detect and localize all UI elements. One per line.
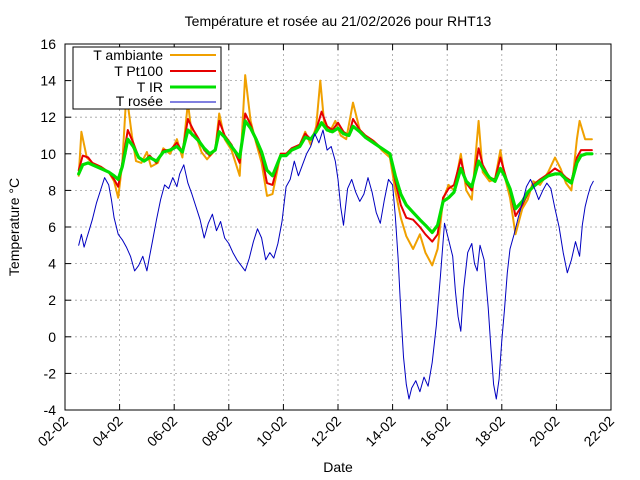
y-tick-label: 8 xyxy=(48,182,56,198)
legend-box xyxy=(72,46,222,110)
y-tick-label: -4 xyxy=(44,402,57,418)
series-line-t-ir xyxy=(77,119,594,235)
legend-label-t-pt100: T Pt100 xyxy=(114,63,163,79)
y-tick-label: 16 xyxy=(40,36,56,52)
legend-label-t-rosee: T rosée xyxy=(116,93,163,109)
y-tick-label: 14 xyxy=(40,73,56,89)
legend-label-t-ir: T IR xyxy=(137,79,163,95)
y-tick-label: 10 xyxy=(40,146,56,162)
legend-label-t-ambiante: T ambiante xyxy=(93,47,163,63)
tick-marks xyxy=(64,43,612,411)
x-axis-label: Date xyxy=(323,459,353,475)
series-line-t-rosee xyxy=(78,129,594,400)
legend: T ambiante T Pt100 T IR T rosée xyxy=(72,46,222,110)
y-tick-label: 6 xyxy=(48,219,56,235)
chart-title: Température et rosée au 21/02/2026 pour … xyxy=(185,13,492,29)
y-tick-label: 12 xyxy=(40,109,56,125)
grid xyxy=(65,44,611,410)
y-tick-label: 2 xyxy=(48,292,56,308)
series-layer xyxy=(77,74,594,400)
y-tick-label: 0 xyxy=(48,329,56,345)
y-tick-label: 4 xyxy=(48,256,56,272)
y-tick-labels: -4 -2 0 2 4 6 8 10 12 14 16 xyxy=(40,36,56,418)
y-tick-label: -2 xyxy=(44,365,57,381)
y-axis-label: Temperature °C xyxy=(6,178,22,276)
